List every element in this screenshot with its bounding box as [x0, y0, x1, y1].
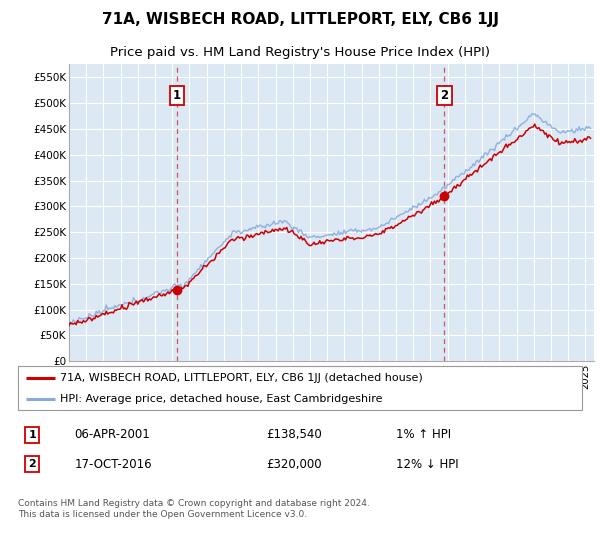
Text: 06-APR-2001: 06-APR-2001	[74, 428, 150, 441]
Text: 1: 1	[173, 89, 181, 102]
Text: 71A, WISBECH ROAD, LITTLEPORT, ELY, CB6 1JJ: 71A, WISBECH ROAD, LITTLEPORT, ELY, CB6 …	[101, 12, 499, 27]
FancyBboxPatch shape	[18, 366, 582, 410]
Text: Contains HM Land Registry data © Crown copyright and database right 2024.
This d: Contains HM Land Registry data © Crown c…	[18, 500, 370, 519]
Text: 2: 2	[28, 459, 36, 469]
Text: HPI: Average price, detached house, East Cambridgeshire: HPI: Average price, detached house, East…	[60, 394, 383, 404]
Text: 17-OCT-2016: 17-OCT-2016	[74, 458, 152, 471]
Text: £320,000: £320,000	[266, 458, 322, 471]
Text: 12% ↓ HPI: 12% ↓ HPI	[396, 458, 458, 471]
Text: 71A, WISBECH ROAD, LITTLEPORT, ELY, CB6 1JJ (detached house): 71A, WISBECH ROAD, LITTLEPORT, ELY, CB6 …	[60, 373, 423, 383]
Text: 2: 2	[440, 89, 448, 102]
Text: Price paid vs. HM Land Registry's House Price Index (HPI): Price paid vs. HM Land Registry's House …	[110, 46, 490, 59]
Text: 1: 1	[28, 430, 36, 440]
Text: £138,540: £138,540	[266, 428, 322, 441]
Text: 1% ↑ HPI: 1% ↑ HPI	[396, 428, 451, 441]
